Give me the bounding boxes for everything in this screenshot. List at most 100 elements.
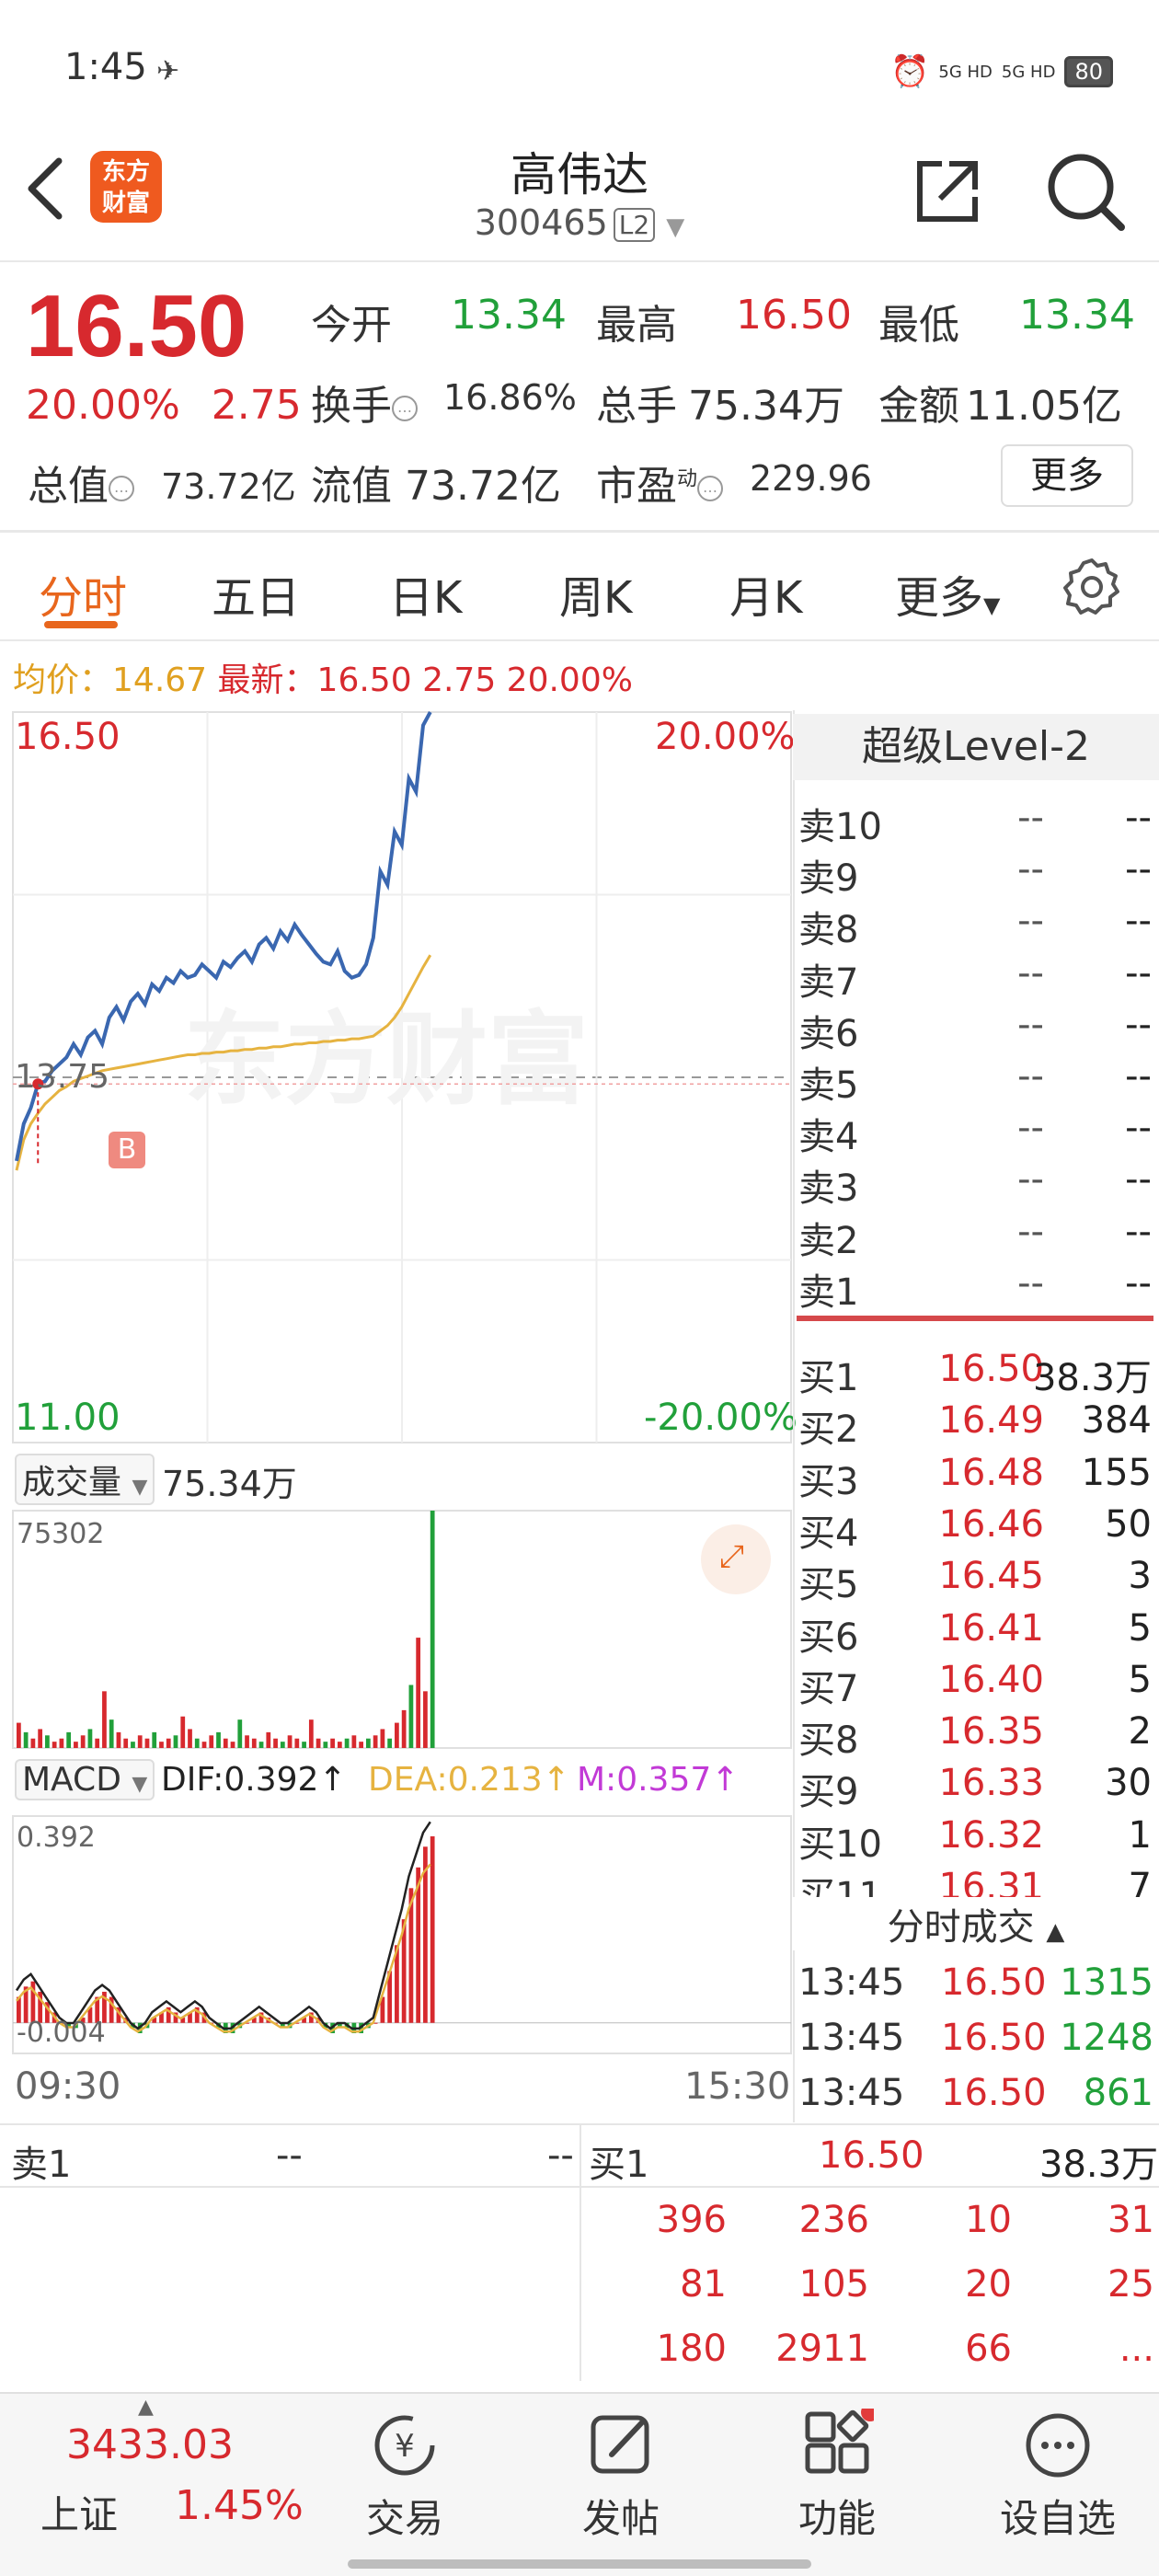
volume-bar [30,1738,36,1748]
expand-icon[interactable]: ⤢ [719,1538,745,1575]
buy-row[interactable]: 买9 16.33 30 [798,1762,1159,1813]
buy-row[interactable]: 买4 16.46 50 [798,1503,1159,1555]
queue-split [580,2123,581,2381]
pe-label[interactable]: 市盈动… [596,453,724,512]
volume-indicator-select[interactable]: 成交量 ▼ [15,1454,155,1505]
buy-row-label: 买9 [798,1771,859,1814]
low-label: 最低 [878,302,959,349]
buy-row[interactable]: 买10 16.32 1 [798,1814,1159,1866]
buy-row[interactable]: 买6 16.41 5 [798,1607,1159,1659]
sell-row-label: 卖9 [798,857,859,901]
tab-monthly-k[interactable]: 月K [729,561,802,626]
turnover-label[interactable]: 换手… [311,373,418,431]
sell-row[interactable]: 卖9 -- -- [798,848,1159,900]
sell-row-label: 卖7 [798,960,859,1004]
nav-trade[interactable]: ¥ 交易 [331,2409,478,2544]
macd-indicator-select[interactable]: MACD ▼ [15,1759,155,1800]
sell-row[interactable]: 卖6 -- -- [798,1004,1159,1055]
buy-marker[interactable]: B [109,1132,145,1168]
caret-down-icon: ▼ [132,1476,148,1499]
trade-volume: 861 [1083,2072,1153,2114]
status-time: 1:45 [64,46,147,88]
avg-label: 均价： [13,661,113,699]
tab-more[interactable]: 更多▼ [895,561,1000,626]
sell-row[interactable]: 卖7 -- -- [798,952,1159,1004]
tab-weekly-k[interactable]: 周K [559,572,633,624]
buy-row-volume: 2 [1128,1710,1152,1754]
queue-order-cell: 396 [656,2199,727,2241]
nav-add-watchlist[interactable]: 设自选 [984,2409,1131,2544]
sell-row[interactable]: 卖10 -- -- [798,797,1159,848]
search-button[interactable] [1044,150,1127,233]
sell-row-price: -- [1017,1261,1044,1305]
sell-row[interactable]: 卖3 -- -- [798,1158,1159,1210]
volume-bar [423,1691,428,1748]
buy-row[interactable]: 买3 16.48 155 [798,1452,1159,1503]
macd-bar [194,2007,200,2023]
app-logo[interactable]: 东方 财富 [90,151,162,223]
price-line [15,711,432,1162]
sell-row[interactable]: 卖2 -- -- [798,1211,1159,1262]
stock-code: 300465 [474,202,608,243]
sell-row-price: -- [1017,1210,1044,1253]
sell-row[interactable]: 卖1 -- -- [798,1262,1159,1314]
buy-row[interactable]: 买7 16.40 5 [798,1659,1159,1710]
macd-bars [13,1821,791,2033]
level2-title[interactable]: 超级Level-2 [793,714,1159,780]
change-percent: 20.00% [26,382,180,429]
trades-header[interactable]: 分时成交 ▲ [793,1897,1159,1950]
trade-icon: ¥ [374,2415,435,2476]
index-value[interactable]: 3433.03 [66,2421,234,2468]
volume-bar [159,1742,164,1748]
sell-row[interactable]: 卖8 -- -- [798,900,1159,951]
back-button[interactable] [20,152,75,225]
queue-order-cell: 66 [965,2328,1012,2370]
volume-bar [323,1742,328,1748]
more-quote-button[interactable]: 更多 [1001,444,1133,507]
macd-dif-line [15,1821,431,2030]
turnover-label-text: 换手 [311,383,392,430]
settings-button[interactable] [1062,557,1121,615]
volume-bar [144,1738,150,1748]
nav-features[interactable]: 功能 [763,2409,911,2544]
trade-time: 13:45 [798,1961,905,2004]
buy-row[interactable]: 买8 16.35 2 [798,1710,1159,1762]
sell-row-volume: -- [1125,848,1152,891]
volume-bar [408,1685,414,1748]
sell-row-volume: -- [1125,1055,1152,1098]
share-button[interactable] [911,155,984,228]
macd-bar [173,2012,178,2023]
sell-row-volume: -- [1125,900,1152,943]
volume-bar [308,1719,314,1748]
dropdown-icon: ▼ [666,213,685,241]
volume-bar [430,1511,435,1748]
amount-value: 11.05亿 [966,383,1122,430]
tab-daily-k[interactable]: 日K [389,572,463,624]
info-icon: … [392,396,418,421]
tab-intraday[interactable]: 分时 [39,572,128,624]
time-start-label: 09:30 [15,2065,121,2108]
mktcap-label[interactable]: 总值… [28,453,134,512]
sell-row[interactable]: 卖4 -- -- [798,1107,1159,1158]
nav-post[interactable]: 发帖 [547,2409,694,2544]
intraday-chart[interactable]: 东方财富 [0,708,793,2116]
buy-row[interactable]: 买5 16.45 3 [798,1555,1159,1606]
volume-bar [351,1735,357,1748]
buy-row[interactable]: 买2 16.49 384 [798,1399,1159,1451]
buy-row-label: 买5 [798,1564,859,1607]
volume-bar [216,1731,221,1748]
home-indicator[interactable] [348,2559,811,2569]
macd-bar [423,1846,428,2023]
macd-bar [430,1836,435,2023]
sell-row[interactable]: 卖5 -- -- [798,1055,1159,1107]
stock-code-row[interactable]: 300465 L2 ▼ [0,202,1159,243]
macd-m: M:0.357↑ [577,1761,740,1799]
caret-down-icon: ▼ [132,1773,148,1796]
volume-bar [59,1738,64,1748]
buy-row-label: 买7 [798,1667,859,1710]
tab-five-day[interactable]: 五日 [212,572,301,624]
volume-bar [395,1722,399,1748]
buy-row[interactable]: 买1 16.50 38.3万 [798,1348,1159,1399]
sell-row-volume: -- [1125,797,1152,839]
buy-row-price: 16.33 [938,1762,1044,1805]
